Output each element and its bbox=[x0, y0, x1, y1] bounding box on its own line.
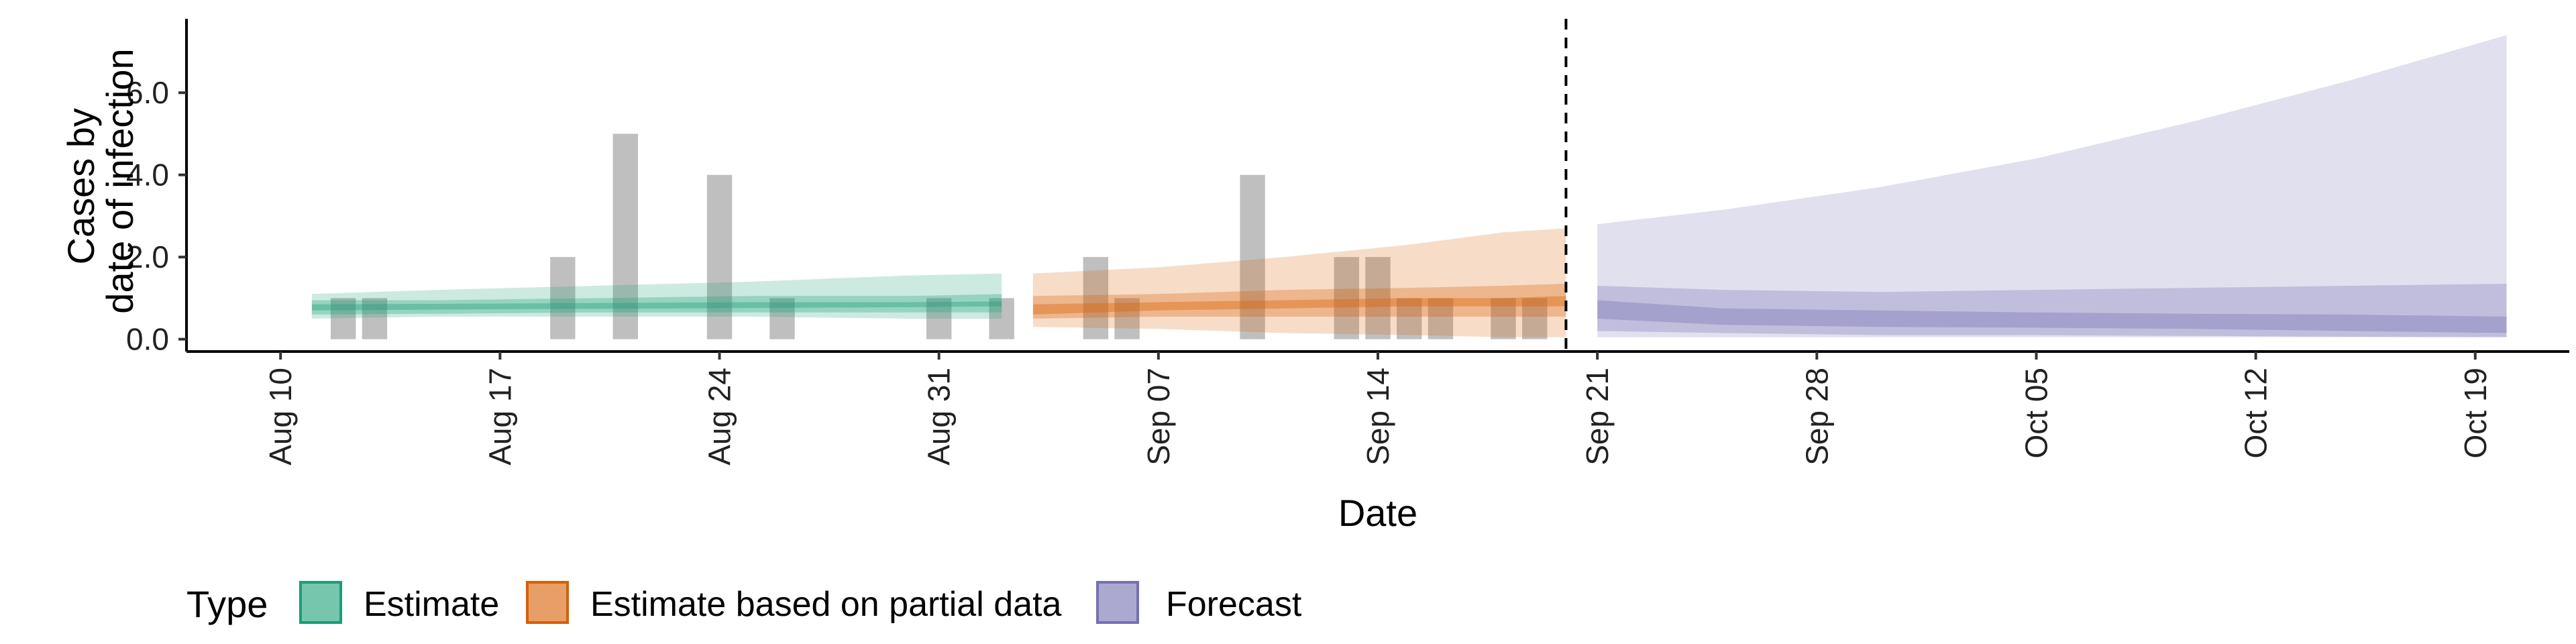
reported-bar-15 bbox=[1491, 298, 1516, 339]
legend-label-estimate: Estimate bbox=[364, 585, 499, 624]
x-tick-label-10: Oct 19 bbox=[2458, 368, 2493, 459]
reported-bar-0 bbox=[330, 298, 356, 339]
reported-bar-1 bbox=[362, 298, 388, 339]
legend-label-partial: Estimate based on partial data bbox=[590, 585, 1062, 624]
legend-label-forecast: Forecast bbox=[1166, 585, 1302, 624]
reported-bar-11 bbox=[1334, 257, 1359, 339]
reported-bar-6 bbox=[926, 298, 952, 339]
reported-bar-5 bbox=[769, 298, 795, 339]
reported-bar-14 bbox=[1428, 298, 1454, 339]
legend-key-forecast bbox=[1096, 581, 1139, 624]
band-forecast-outer bbox=[1597, 35, 2507, 337]
reported-bar-8 bbox=[1083, 257, 1109, 339]
y-axis-title-line-1: Cases by bbox=[60, 108, 102, 264]
y-tick-label-0: 0.0 bbox=[126, 322, 169, 357]
reported-bar-13 bbox=[1397, 298, 1422, 339]
legend-key-estimate bbox=[299, 581, 342, 624]
y-tick-label-2: 4.0 bbox=[126, 158, 169, 193]
legend-title: Type bbox=[186, 583, 268, 625]
y-axis-title-line-2: date of infection bbox=[99, 48, 141, 313]
y-axis-ticks: 0.0 2.0 4.0 6.0 bbox=[126, 75, 186, 357]
legend: Type Estimate Estimate based on partial … bbox=[186, 581, 1302, 625]
x-tick-label-7: Sep 28 bbox=[1799, 368, 1834, 466]
reported-case-bars bbox=[330, 133, 1548, 339]
x-tick-label-9: Oct 12 bbox=[2239, 368, 2273, 459]
x-tick-label-4: Sep 07 bbox=[1141, 368, 1176, 466]
reported-bar-3 bbox=[612, 133, 639, 339]
y-tick-label-3: 6.0 bbox=[126, 75, 169, 110]
y-tick-label-1: 2.0 bbox=[126, 239, 169, 274]
legend-key-partial bbox=[526, 581, 569, 624]
band-estimate-inner bbox=[311, 301, 1002, 311]
x-axis-title: Date bbox=[1338, 492, 1417, 534]
y-axis-title: Cases by date of infection bbox=[60, 48, 141, 313]
band-estimate-based-on-partial-data-inner bbox=[1032, 296, 1566, 315]
plot-area bbox=[311, 19, 2507, 352]
estimate-bands bbox=[311, 35, 2507, 337]
reported-bar-16 bbox=[1521, 298, 1548, 339]
x-tick-label-6: Sep 21 bbox=[1580, 368, 1615, 466]
reported-bar-12 bbox=[1365, 257, 1391, 339]
x-tick-label-1: Aug 17 bbox=[482, 368, 517, 466]
reported-bar-9 bbox=[1114, 298, 1140, 339]
x-tick-label-0: Aug 10 bbox=[263, 368, 298, 466]
reported-bar-7 bbox=[989, 298, 1014, 339]
x-axis-ticks: Aug 10 Aug 17 Aug 24 Aug 31 Sep 07 Sep 14 Sep … bbox=[263, 352, 2493, 466]
band-estimate-outer bbox=[311, 273, 1002, 319]
band-forecast-inner bbox=[1597, 300, 2507, 333]
band-estimate-based-on-partial-data-outer bbox=[1032, 228, 1566, 337]
x-tick-label-3: Aug 31 bbox=[922, 368, 957, 466]
x-tick-label-2: Aug 24 bbox=[702, 368, 737, 466]
axes: 0.0 2.0 4.0 6.0 Aug 10 Aug 17 Aug 24 Aug 31 Sep… bbox=[126, 19, 2569, 466]
x-tick-label-8: Oct 05 bbox=[2019, 368, 2053, 459]
band-estimate-based-on-partial-data-mid bbox=[1032, 284, 1566, 319]
x-tick-label-5: Sep 14 bbox=[1360, 368, 1395, 466]
band-estimate-mid bbox=[311, 294, 1002, 315]
band-forecast-mid bbox=[1597, 284, 2507, 337]
reported-bar-2 bbox=[550, 257, 576, 339]
reported-bar-10 bbox=[1240, 174, 1265, 339]
reported-bar-4 bbox=[706, 174, 733, 339]
